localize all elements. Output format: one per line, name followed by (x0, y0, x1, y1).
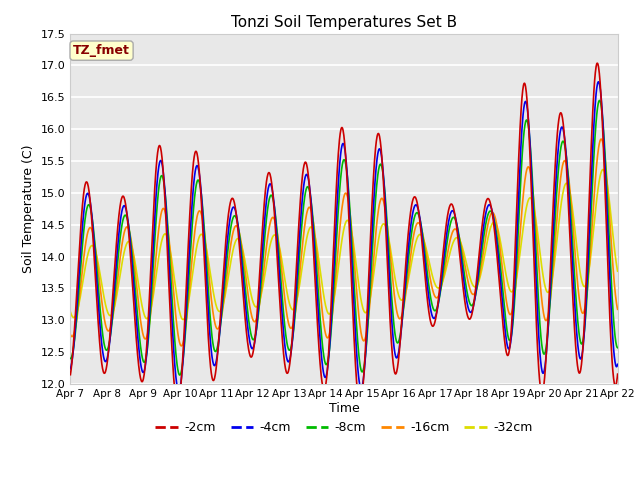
Y-axis label: Soil Temperature (C): Soil Temperature (C) (22, 144, 35, 273)
Text: TZ_fmet: TZ_fmet (73, 44, 130, 57)
Legend: -2cm, -4cm, -8cm, -16cm, -32cm: -2cm, -4cm, -8cm, -16cm, -32cm (150, 416, 538, 439)
X-axis label: Time: Time (328, 402, 360, 415)
Title: Tonzi Soil Temperatures Set B: Tonzi Soil Temperatures Set B (231, 15, 457, 30)
